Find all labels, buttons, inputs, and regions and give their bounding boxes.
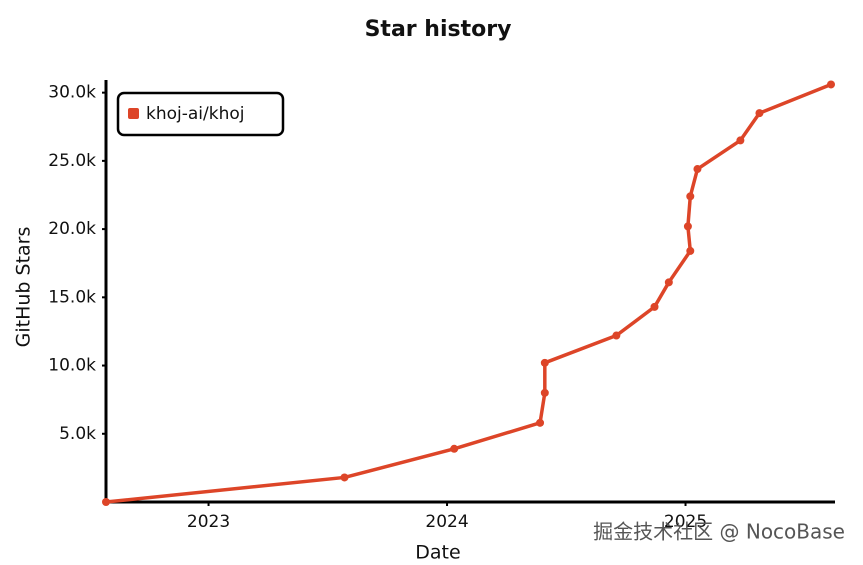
data-point bbox=[693, 165, 702, 174]
legend-label: khoj-ai/khoj bbox=[146, 104, 245, 124]
data-point bbox=[683, 222, 692, 231]
data-point bbox=[664, 278, 673, 287]
data-point bbox=[340, 473, 349, 482]
legend-box bbox=[116, 91, 285, 137]
data-point bbox=[736, 136, 745, 145]
y-tick-label: 30.0k bbox=[48, 83, 96, 103]
data-point bbox=[540, 388, 549, 397]
data-point bbox=[650, 302, 659, 311]
y-tick-label: 15.0k bbox=[48, 287, 96, 307]
data-point bbox=[536, 418, 545, 427]
y-tick-label: 20.0k bbox=[48, 219, 96, 239]
data-point bbox=[686, 192, 695, 201]
x-axis-label: Date bbox=[415, 542, 460, 564]
x-tick-label: 2025 bbox=[664, 512, 707, 532]
data-point bbox=[102, 498, 110, 506]
chart-title: Star history bbox=[365, 17, 512, 42]
data-point bbox=[540, 358, 549, 367]
watermark-halo: 掘金技术社区 @ NocoBase bbox=[593, 520, 845, 544]
y-tick-label: 5.0k bbox=[59, 424, 96, 444]
watermark: 掘金技术社区 @ NocoBase bbox=[593, 520, 845, 544]
y-axis-label: GitHub Stars bbox=[13, 227, 35, 348]
data-point bbox=[450, 444, 459, 453]
y-tick-label: 25.0k bbox=[48, 151, 96, 171]
y-tick-label: 10.0k bbox=[48, 356, 96, 376]
data-point bbox=[612, 331, 621, 340]
x-tick-label: 2023 bbox=[187, 512, 230, 532]
series-line bbox=[104, 82, 833, 504]
data-point bbox=[686, 246, 695, 255]
x-tick-label: 2024 bbox=[425, 512, 468, 532]
data-point bbox=[827, 80, 835, 89]
legend-swatch bbox=[128, 108, 139, 119]
data-point bbox=[755, 109, 764, 118]
